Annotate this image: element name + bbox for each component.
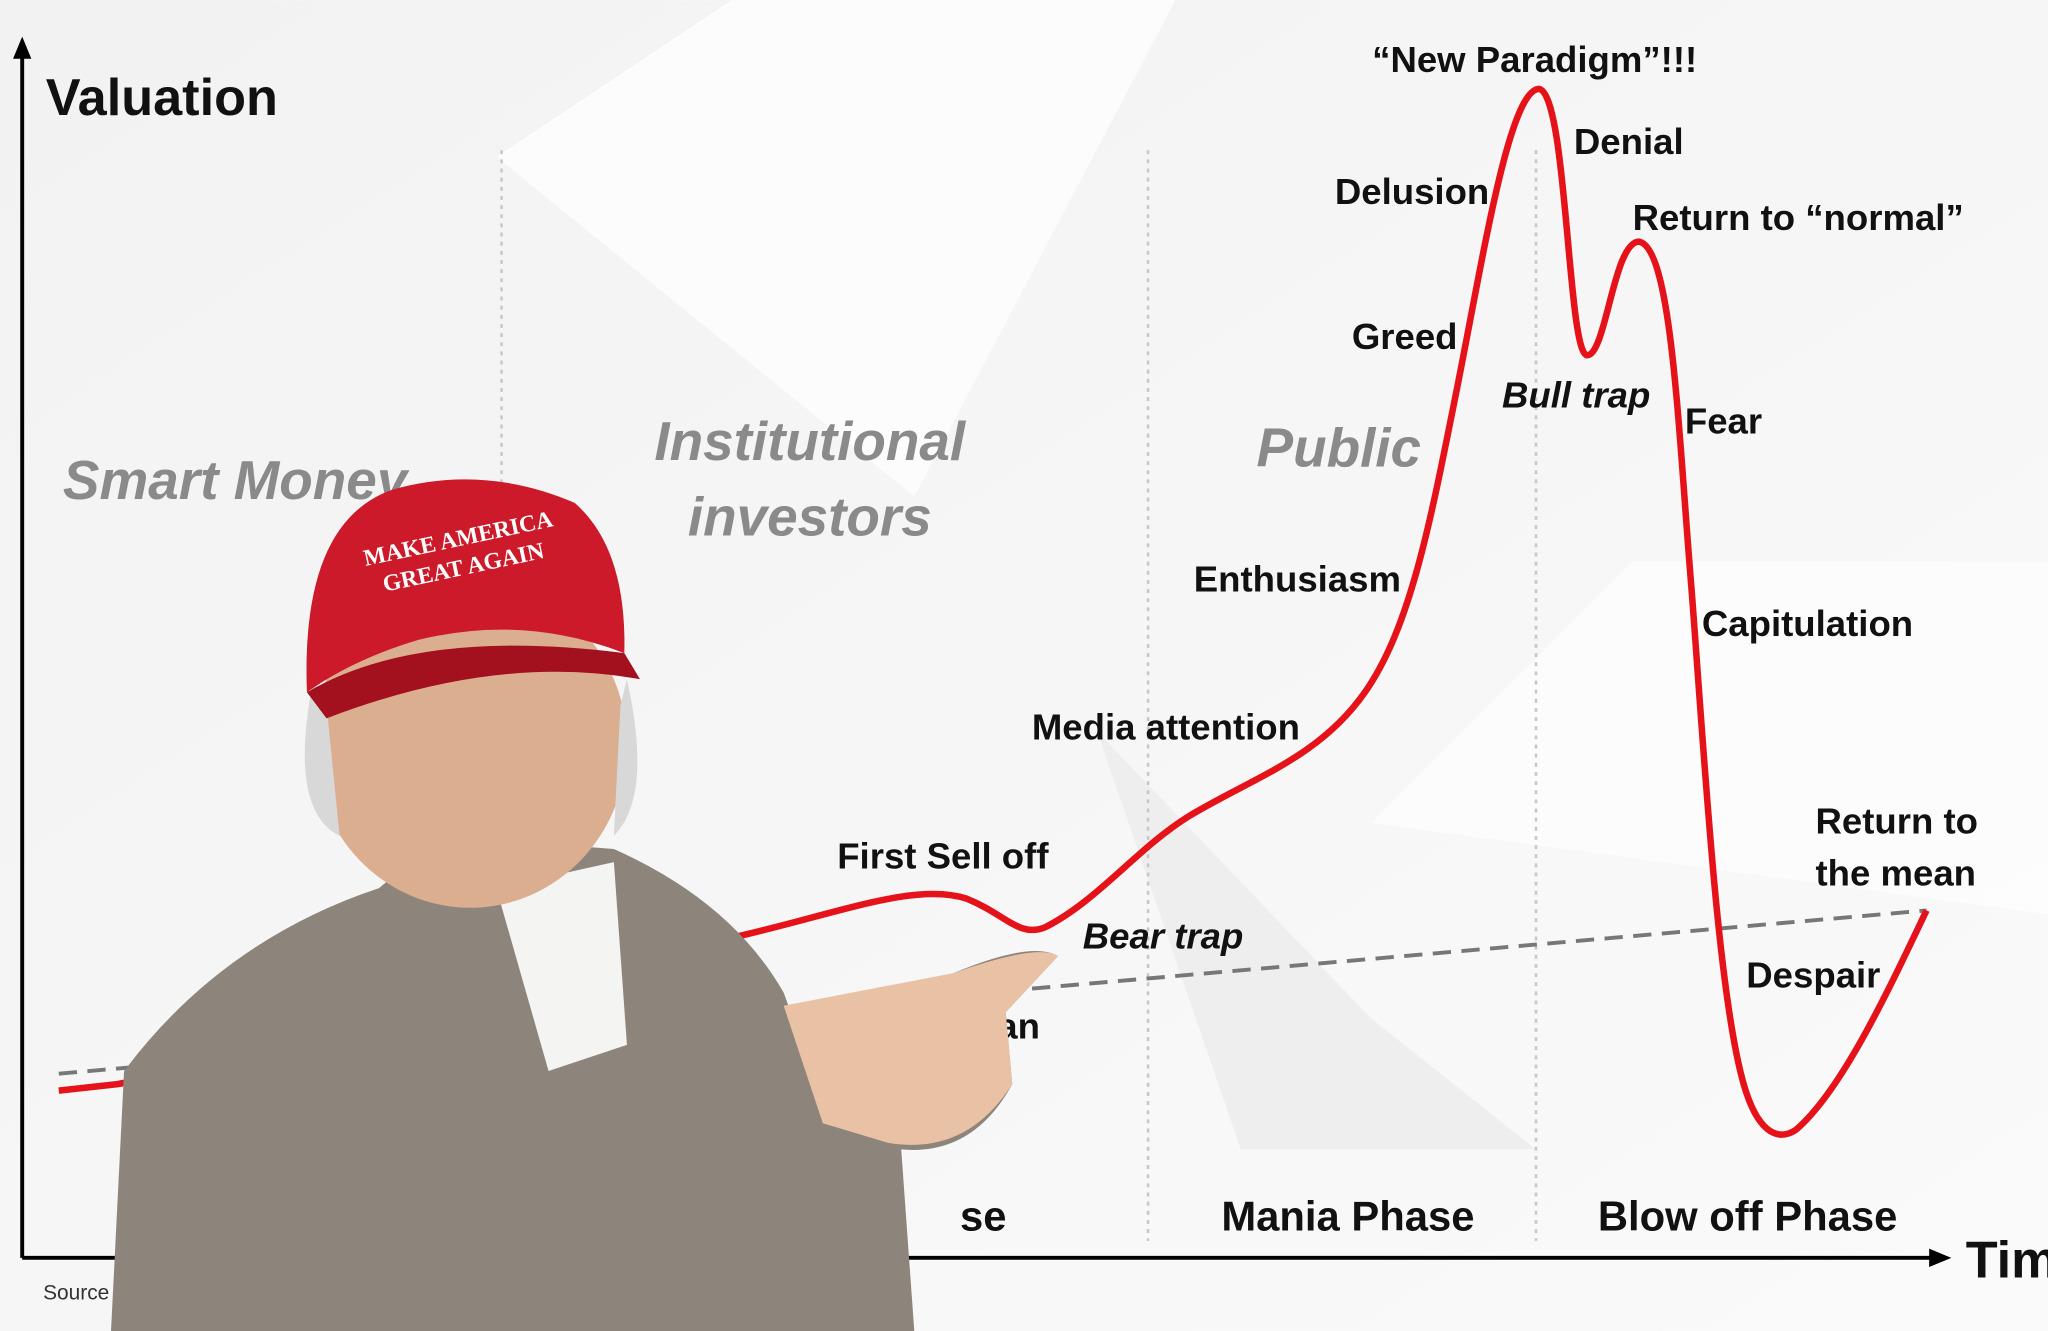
bg-stripe [1371,561,2048,915]
annotation: First Sell off [837,836,1049,877]
phase-label: Blow off Phase [1598,1192,1897,1239]
annotation: Bear trap [1083,915,1244,956]
annotation: Return to “normal” [1633,197,1964,238]
annotation: “New Paradigm”!!! [1372,39,1697,80]
group-label: Institutional [654,410,967,472]
annotation: the mean [1816,853,1977,894]
y-axis-label: Valuation [46,69,278,127]
annotation: Despair [1746,954,1880,995]
source: Source [43,1282,109,1305]
bg-stripe [496,0,1176,497]
hair [304,679,638,836]
bg-stripe [1097,731,1536,1150]
labels: Valuation Tim Source Smart Money Institu… [43,39,2048,1305]
person-overlay: MAKE AMERICA GREAT AGAIN [111,479,1058,1331]
cap-brim [306,645,640,719]
cap [306,479,625,693]
annotation: Delusion [1335,171,1489,212]
cycle-curve [58,85,1930,1138]
annotation: Fear [1685,401,1762,442]
hand [783,952,1058,1145]
group-label: Public [1256,416,1421,478]
annotation: Enthusiasm [1194,559,1401,600]
annotation: Denial [1574,121,1684,162]
annotation: Bull trap [1502,375,1650,416]
shirt [496,862,627,1072]
annotation: Media attention [1032,706,1300,747]
x-arrow [1929,1248,1952,1267]
phase-label: Mania Phase [1221,1192,1474,1239]
phase-label: se [960,1192,1006,1239]
group-label: Smart Money [63,449,410,511]
y-arrow [13,36,32,59]
annotation: Capitulation [1702,603,1913,644]
x-axis-label: Tim [1966,1231,2048,1289]
group-label: investors [688,486,932,548]
jacket [111,835,1058,1331]
annotation: Return to [1816,800,1978,841]
annotation: Greed [1352,316,1458,357]
